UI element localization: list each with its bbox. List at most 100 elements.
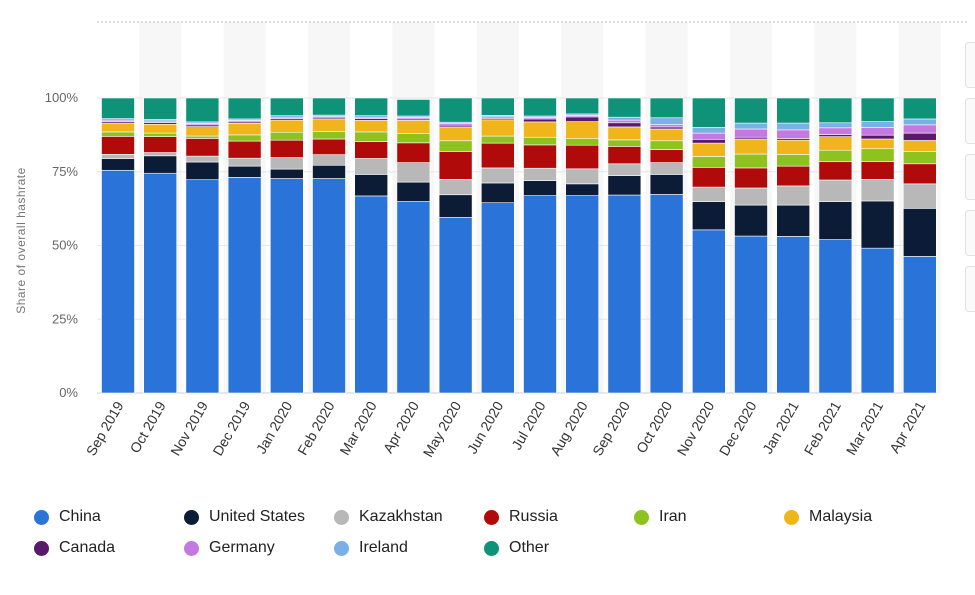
bar-segment[interactable]	[734, 187, 768, 206]
bar-segment[interactable]	[649, 124, 684, 128]
bar-segment[interactable]	[734, 235, 768, 394]
bar-segment[interactable]	[649, 117, 684, 125]
bar-segment[interactable]	[143, 97, 177, 120]
bar-segment[interactable]	[101, 122, 135, 133]
bar-segment[interactable]	[607, 139, 642, 147]
side-tab[interactable]	[965, 98, 975, 144]
bar-segment[interactable]	[776, 122, 811, 131]
bar-segment[interactable]	[565, 116, 600, 122]
bar-segment[interactable]	[523, 144, 557, 169]
bar-segment[interactable]	[565, 183, 600, 196]
bar-segment[interactable]	[354, 174, 389, 197]
bar-segment[interactable]	[480, 167, 515, 184]
bar-segment[interactable]	[269, 97, 304, 117]
bar-segment[interactable]	[565, 144, 600, 170]
side-tab[interactable]	[965, 266, 975, 312]
bar-segment[interactable]	[438, 97, 473, 123]
bar-segment[interactable]	[354, 97, 389, 117]
bar-segment[interactable]	[438, 126, 473, 142]
bar-segment[interactable]	[185, 138, 220, 157]
bar-segment[interactable]	[776, 165, 811, 187]
bar-segment[interactable]	[396, 162, 431, 183]
bar-segment[interactable]	[902, 163, 937, 185]
bar-segment[interactable]	[523, 180, 557, 196]
bar-segment[interactable]	[818, 134, 853, 137]
bar-segment[interactable]	[227, 165, 262, 178]
side-tab[interactable]	[965, 42, 975, 88]
bar-segment[interactable]	[101, 131, 135, 137]
bar-segment[interactable]	[902, 118, 937, 126]
bar-segment[interactable]	[902, 208, 937, 257]
bar-segment[interactable]	[480, 119, 515, 137]
bar-segment[interactable]	[607, 119, 642, 124]
bar-segment[interactable]	[438, 151, 473, 180]
bar-segment[interactable]	[649, 97, 684, 119]
bar-segment[interactable]	[818, 179, 853, 202]
bar-segment[interactable]	[902, 97, 937, 120]
bar-segment[interactable]	[734, 122, 768, 130]
bar-segment[interactable]	[523, 136, 557, 146]
legend-item[interactable]: Iran	[634, 506, 687, 528]
bar-segment[interactable]	[227, 157, 262, 167]
bar-segment[interactable]	[818, 136, 853, 151]
bar-segment[interactable]	[776, 139, 811, 155]
bar-segment[interactable]	[480, 142, 515, 169]
bar-segment[interactable]	[523, 118, 557, 123]
bar-segment[interactable]	[143, 155, 177, 174]
bar-segment[interactable]	[438, 217, 473, 394]
bar-segment[interactable]	[691, 201, 726, 231]
bar-segment[interactable]	[607, 122, 642, 128]
bar-segment[interactable]	[818, 127, 853, 135]
bar-segment[interactable]	[818, 201, 853, 240]
legend-item[interactable]: Germany	[184, 537, 275, 559]
bar-segment[interactable]	[607, 175, 642, 196]
bar-segment[interactable]	[480, 202, 515, 394]
bar-segment[interactable]	[734, 128, 768, 138]
bar-segment[interactable]	[143, 123, 177, 134]
bar-segment[interactable]	[691, 167, 726, 188]
bar-segment[interactable]	[776, 129, 811, 139]
bar-segment[interactable]	[776, 185, 811, 206]
bar-segment[interactable]	[818, 161, 853, 181]
bar-segment[interactable]	[607, 126, 642, 141]
bar-segment[interactable]	[312, 119, 346, 132]
bar-segment[interactable]	[396, 133, 431, 144]
bar-segment[interactable]	[691, 186, 726, 202]
legend-item[interactable]: Canada	[34, 537, 115, 559]
bar-segment[interactable]	[227, 134, 262, 142]
bar-segment[interactable]	[227, 123, 262, 136]
bar-segment[interactable]	[143, 136, 177, 153]
bar-segment[interactable]	[818, 149, 853, 163]
bar-segment[interactable]	[269, 168, 304, 179]
bar-segment[interactable]	[860, 127, 895, 136]
bar-segment[interactable]	[438, 179, 473, 196]
legend-item[interactable]: China	[34, 506, 101, 528]
bar-segment[interactable]	[691, 127, 726, 134]
bar-segment[interactable]	[734, 167, 768, 189]
bar-segment[interactable]	[649, 174, 684, 195]
bar-segment[interactable]	[227, 140, 262, 159]
bar-segment[interactable]	[101, 136, 135, 155]
bar-segment[interactable]	[649, 140, 684, 150]
bar-segment[interactable]	[776, 97, 811, 124]
bar-segment[interactable]	[396, 181, 431, 202]
legend-item[interactable]: United States	[184, 506, 305, 528]
bar-segment[interactable]	[860, 161, 895, 180]
bar-segment[interactable]	[691, 142, 726, 157]
bar-segment[interactable]	[691, 139, 726, 144]
bar-segment[interactable]	[523, 195, 557, 394]
bar-segment[interactable]	[607, 146, 642, 165]
bar-segment[interactable]	[860, 138, 895, 150]
bar-segment[interactable]	[438, 140, 473, 152]
bar-segment[interactable]	[649, 128, 684, 142]
bar-segment[interactable]	[691, 132, 726, 140]
bar-segment[interactable]	[902, 124, 937, 134]
bar-segment[interactable]	[565, 97, 600, 115]
bar-segment[interactable]	[649, 126, 684, 130]
side-tab[interactable]	[965, 154, 975, 200]
bar-segment[interactable]	[143, 132, 177, 137]
bar-segment[interactable]	[902, 140, 937, 152]
bar-segment[interactable]	[396, 201, 431, 394]
bar-segment[interactable]	[227, 177, 262, 394]
bar-segment[interactable]	[776, 236, 811, 394]
